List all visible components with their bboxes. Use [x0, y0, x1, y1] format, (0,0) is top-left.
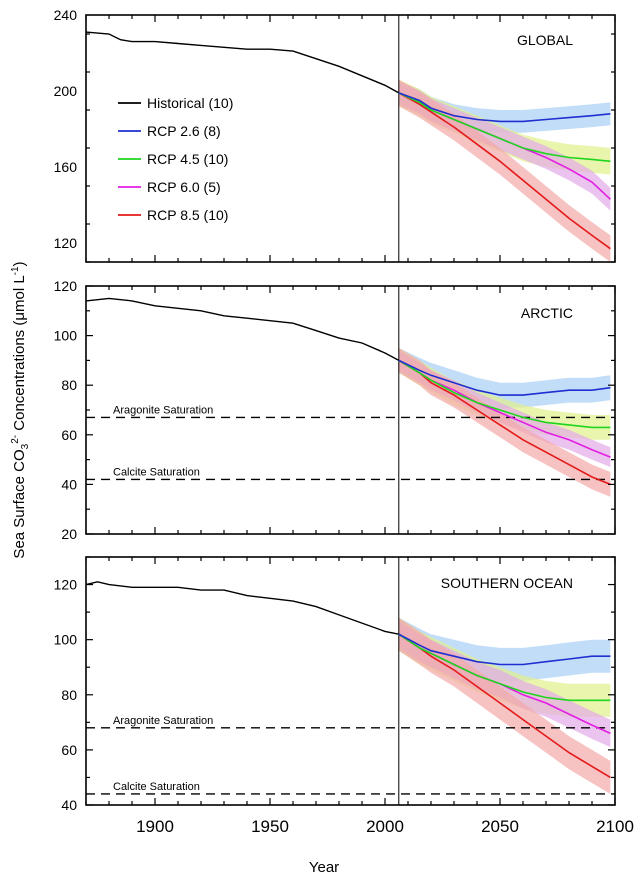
panel-label: GLOBAL — [517, 32, 573, 48]
y-axis-title: Sea Surface CO32- Concentrations (μmol L… — [10, 261, 31, 558]
panel-global: 120 160 200 240 GLOBAL Historical (10) RCP 2.6… — [54, 7, 616, 263]
y-tick-label: 40 — [61, 797, 77, 813]
x-tick-label: 2000 — [366, 817, 404, 836]
y-tick-label: 200 — [54, 83, 78, 99]
y-axis-title-part: -1 — [10, 266, 21, 275]
plot-frame — [85, 14, 616, 263]
saturation-label: Calcite Saturation — [113, 781, 200, 793]
x-tick-label: 2100 — [596, 817, 634, 836]
series-line-rcp-2-6 — [398, 633, 611, 666]
series-line-historical — [85, 581, 399, 635]
y-tick-label: 160 — [54, 159, 78, 175]
y-tick-label: 60 — [61, 427, 77, 443]
x-tick-label: 1950 — [251, 817, 289, 836]
legend: Historical (10) RCP 2.6 (8) RCP 4.5 (10) RC… — [118, 95, 233, 223]
band-rcp-8-5 — [398, 348, 611, 497]
series-line-rcp-4-5 — [398, 633, 611, 702]
legend-label: RCP 8.5 (10) — [147, 207, 228, 223]
series-line-historical — [85, 31, 400, 94]
y-tick-label: 240 — [54, 7, 78, 23]
series-line-rcp-4-5 — [398, 92, 611, 163]
series-line-rcp-4-5 — [398, 359, 611, 429]
panel-label: SOUTHERN OCEAN — [441, 575, 573, 591]
panel-arctic: Aragonite Saturation Calcite Saturation 20… — [54, 278, 616, 542]
plot-frame — [85, 556, 616, 806]
y-axis-title-part: 2- — [10, 435, 21, 444]
band-rcp-4-5 — [398, 79, 611, 175]
panel-southern-ocean: Aragonite Saturation Calcite Saturation 40… — [54, 556, 616, 813]
y-tick-label: 120 — [54, 577, 78, 593]
y-axis-title-part: Concentrations (μmol L — [11, 275, 28, 435]
series-line-rcp-8-5 — [398, 359, 611, 486]
series-line-rcp-2-6 — [398, 92, 611, 123]
y-axis-title-part: 3 — [20, 443, 31, 449]
y-tick-label: 100 — [54, 632, 78, 648]
band-rcp-6-0 — [398, 350, 611, 467]
y-axis-title-part: ) — [11, 261, 28, 266]
series-line-historical — [85, 297, 400, 362]
legend-label: RCP 4.5 (10) — [147, 151, 228, 167]
y-tick-label: 80 — [61, 377, 77, 393]
y-tick-label: 20 — [61, 526, 77, 542]
band-rcp-4-5 — [398, 617, 611, 717]
x-tick-label: 1900 — [136, 817, 174, 836]
saturation-label: Calcite Saturation — [113, 466, 200, 478]
y-tick-label: 80 — [61, 687, 77, 703]
series-line-rcp-8-5 — [398, 633, 611, 779]
x-tick-label: 2050 — [481, 817, 519, 836]
legend-label: RCP 2.6 (8) — [147, 123, 221, 139]
panel-label: ARCTIC — [521, 305, 573, 321]
series-line-rcp-8-5 — [398, 92, 611, 250]
x-axis-title: Year — [309, 859, 339, 876]
y-tick-label: 120 — [54, 278, 78, 294]
series-line-rcp-2-6 — [398, 359, 611, 396]
y-tick-label: 100 — [54, 328, 78, 344]
legend-label: RCP 6.0 (5) — [147, 179, 221, 195]
saturation-label: Aragonite Saturation — [113, 715, 213, 727]
saturation-label: Aragonite Saturation — [113, 404, 213, 416]
y-tick-label: 60 — [61, 742, 77, 758]
y-tick-label: 40 — [61, 476, 77, 492]
y-axis-title-part: Sea Surface CO — [11, 449, 28, 558]
y-tick-label: 120 — [54, 235, 78, 251]
legend-label: Historical (10) — [147, 95, 233, 111]
